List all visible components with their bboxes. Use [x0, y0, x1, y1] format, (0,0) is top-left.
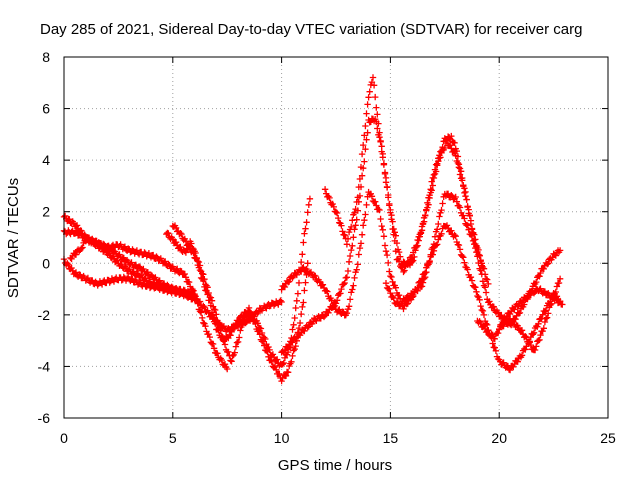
grid: [64, 57, 608, 418]
x-tick-label: 0: [60, 430, 68, 446]
x-tick-label: 5: [169, 430, 177, 446]
x-tick-label: 10: [274, 430, 290, 446]
series-markers: [163, 195, 314, 369]
y-tick-label: 4: [42, 152, 50, 168]
y-tick-label: 2: [42, 204, 50, 220]
y-tick-label: -6: [38, 410, 51, 426]
y-tick-label: 0: [42, 255, 50, 271]
x-tick-label: 20: [491, 430, 507, 446]
x-tick-label: 25: [600, 430, 616, 446]
x-axis-label: GPS time / hours: [278, 457, 392, 474]
series-markers: [60, 227, 231, 373]
y-tick-label: -2: [38, 307, 51, 323]
y-tick-label: 8: [42, 49, 50, 65]
series-markers: [169, 222, 311, 385]
y-tick-label: -4: [38, 358, 51, 374]
y-tick-label: 6: [42, 101, 50, 117]
plot-frame: [63, 56, 609, 419]
series-track-10: [382, 222, 564, 374]
data-layer: [60, 74, 566, 385]
series-markers: [496, 275, 564, 354]
series-track-2: [60, 227, 231, 373]
x-tick-label: 15: [383, 430, 399, 446]
series-track-6: [163, 195, 314, 369]
chart-title: Day 285 of 2021, Sidereal Day-to-day VTE…: [40, 21, 582, 38]
series-track-12: [496, 275, 564, 354]
series-markers: [278, 188, 492, 319]
series-track-7: [278, 188, 492, 319]
series-track-5: [169, 222, 311, 385]
y-axis-label: SDTVAR / TECUs: [5, 178, 22, 298]
series-markers: [382, 222, 564, 374]
